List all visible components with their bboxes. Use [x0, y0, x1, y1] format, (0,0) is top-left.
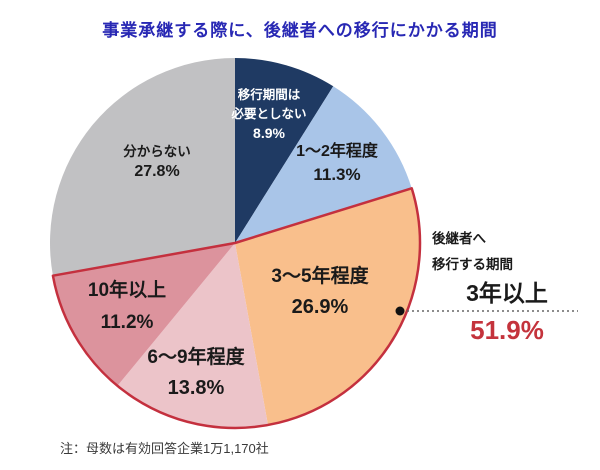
callout-value: 51.9% [470, 315, 544, 345]
highlight-callout: 後継者へ 移行する期間 3年以上 51.9% [432, 231, 582, 344]
slice-label-text: 3〜5年程度 [271, 266, 369, 287]
leader-dot [395, 306, 405, 316]
slice-label-text: 10年以上 [87, 280, 167, 301]
pie-slice-1 [235, 86, 412, 243]
slice-percent: 11.3% [313, 165, 361, 184]
slice-label-text: 1〜2年程度 [296, 143, 378, 160]
highlight-group-outline [51, 187, 422, 430]
pie-slice-0 [235, 58, 334, 243]
slice-label-3-5-years: 3〜5年程度 26.9% [271, 261, 368, 323]
pie-slice-5 [49, 58, 235, 276]
chart-title: 事業承継する際に、後継者への移行にかかる期間 [102, 21, 498, 40]
slice-percent: 26.9% [291, 296, 349, 318]
slice-percent: 11.2% [100, 312, 154, 333]
callout-line: 移行する期間 [432, 257, 513, 272]
slice-label-text: 移行期間は [237, 88, 301, 102]
slice-label-text: 6〜9年程度 [147, 347, 245, 368]
slice-percent: 13.8% [167, 377, 225, 399]
pie-slice-3 [117, 243, 268, 429]
slice-label-1-2-years: 1〜2年程度 11.3% [296, 140, 378, 186]
slice-label-no-transition-needed: 移行期間は 必要としない 8.9% [231, 86, 306, 143]
slice-label-6-9-years: 6〜9年程度 13.8% [147, 342, 244, 404]
slice-percent: 8.9% [253, 125, 285, 141]
pie-slice-2 [235, 188, 421, 426]
callout-line: 後継者へ [432, 231, 486, 246]
slice-label-text: 必要としない [231, 107, 307, 121]
footnote: 注：母数は有効回答企業1万1,170社 [60, 441, 269, 456]
slice-label-10-plus-years: 10年以上 11.2% [88, 275, 166, 339]
slice-percent: 27.8% [134, 163, 180, 180]
slice-label-text: 分からない [123, 144, 191, 159]
pie-slice-4 [52, 243, 235, 386]
slice-label-dont-know: 分からない 27.8% [123, 142, 191, 182]
callout-headline: 3年以上 [466, 280, 548, 306]
